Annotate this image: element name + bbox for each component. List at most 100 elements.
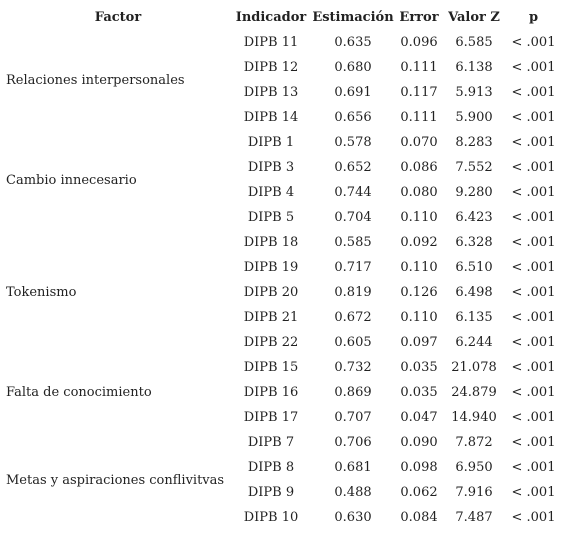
table-row: Metas y aspiraciones conflivitvas DIPB 7 0…	[4, 430, 561, 488]
header-p: p	[528, 10, 539, 25]
estimacion-cell: 0.706	[334, 435, 372, 450]
table-row: Tokenismo DIPB 18 0.585 0.092 6.328 < .001	[4, 230, 561, 300]
error-cell: 0.080	[400, 185, 438, 200]
error-cell: 0.117	[400, 85, 438, 100]
estimacion-cell: 0.732	[334, 360, 372, 375]
indicador-cell: DIPB 10	[243, 510, 299, 525]
valor-z-cell: 24.879	[451, 385, 497, 400]
indicador-cell: DIPB 16	[243, 385, 299, 400]
header-error: Error	[399, 10, 439, 25]
table-row: DIPB 19 0.717 0.110 6.510 < .001	[4, 255, 561, 280]
loadings-table: Factor Indicador Estimación Error Valor …	[4, 5, 561, 530]
indicador-cell: DIPB 13	[243, 85, 299, 100]
table-row: DIPB 3 0.652 0.086 7.552 < .001	[4, 155, 561, 180]
indicador-cell: DIPB 7	[247, 435, 295, 450]
p-cell: < .001	[511, 110, 556, 125]
header-indicador: Indicador	[235, 10, 307, 25]
estimacion-cell: 0.680	[334, 60, 372, 75]
error-cell: 0.111	[400, 60, 438, 75]
valor-z-cell: 6.244	[455, 335, 493, 350]
indicador-cell: DIPB 19	[243, 260, 299, 275]
error-cell: 0.110	[400, 310, 438, 325]
valor-z-cell: 21.078	[451, 360, 497, 375]
valor-z-cell: 9.280	[455, 185, 493, 200]
error-cell: 0.084	[400, 510, 438, 525]
table-row: DIPB 10 0.630 0.084 7.487 < .001	[4, 505, 561, 530]
table-row: DIPB 12 0.680 0.111 6.138 < .001	[4, 55, 561, 80]
p-cell: < .001	[511, 285, 556, 300]
table-body: Relaciones interpersonales DIPB 11 0.635 0.…	[4, 30, 561, 530]
error-cell: 0.096	[400, 35, 438, 50]
valor-z-cell: 7.916	[455, 485, 493, 500]
factor-cell: Tokenismo	[6, 285, 77, 300]
p-cell: < .001	[511, 35, 556, 50]
table-row: DIPB 4 0.744 0.080 9.280 < .001	[4, 180, 561, 205]
indicador-cell: DIPB 3	[247, 160, 295, 175]
p-cell: < .001	[511, 310, 556, 325]
estimacion-cell: 0.635	[334, 35, 372, 50]
table-row: DIPB 14 0.656 0.111 5.900 < .001	[4, 105, 561, 130]
table-row: DIPB 8 0.681 0.098 6.950 < .001	[4, 455, 561, 480]
indicador-cell: DIPB 15	[243, 360, 299, 375]
estimacion-cell: 0.691	[334, 85, 372, 100]
valor-z-cell: 7.487	[455, 510, 493, 525]
valor-z-cell: 6.135	[455, 310, 493, 325]
table-row: DIPB 17 0.707 0.047 14.940 < .001	[4, 405, 561, 430]
error-cell: 0.086	[400, 160, 438, 175]
indicador-cell: DIPB 17	[243, 410, 299, 425]
factor-cell: Falta de conocimiento	[6, 385, 152, 400]
error-cell: 0.070	[400, 135, 438, 150]
valor-z-cell: 5.913	[455, 85, 493, 100]
table-row: DIPB 21 0.672 0.110 6.135 < .001	[4, 305, 561, 330]
table-row: DIPB 22 0.605 0.097 6.244 < .001	[4, 330, 561, 355]
indicador-cell: DIPB 9	[247, 485, 295, 500]
indicador-cell: DIPB 5	[247, 210, 295, 225]
estimacion-cell: 0.656	[334, 110, 372, 125]
estimacion-cell: 0.578	[334, 135, 372, 150]
table-row: DIPB 5 0.704 0.110 6.423 < .001	[4, 205, 561, 230]
error-cell: 0.092	[400, 235, 438, 250]
indicador-cell: DIPB 1	[247, 135, 295, 150]
valor-z-cell: 6.138	[455, 60, 493, 75]
valor-z-cell: 5.900	[455, 110, 493, 125]
p-cell: < .001	[511, 335, 556, 350]
valor-z-cell: 7.872	[455, 435, 493, 450]
valor-z-cell: 6.585	[455, 35, 493, 50]
table-row: Falta de conocimiento DIPB 15 0.732 0.035 21…	[4, 355, 561, 400]
valor-z-cell: 7.552	[455, 160, 493, 175]
table-row: DIPB 20 0.819 0.126 6.498 < .001	[4, 280, 561, 305]
header-estimacion: Estimación	[312, 10, 394, 25]
estimacion-cell: 0.585	[334, 235, 372, 250]
error-cell: 0.126	[400, 285, 438, 300]
valor-z-cell: 6.510	[455, 260, 493, 275]
indicador-cell: DIPB 20	[243, 285, 299, 300]
estimacion-cell: 0.717	[334, 260, 372, 275]
error-cell: 0.062	[400, 485, 438, 500]
indicador-cell: DIPB 8	[247, 460, 295, 475]
table-header: Factor Indicador Estimación Error Valor …	[4, 5, 561, 30]
p-cell: < .001	[511, 385, 556, 400]
estimacion-cell: 0.744	[334, 185, 372, 200]
p-cell: < .001	[511, 210, 556, 225]
estimacion-cell: 0.704	[334, 210, 372, 225]
estimacion-cell: 0.681	[334, 460, 372, 475]
table-row: Cambio innecesario DIPB 1 0.578 0.070 8.283 <…	[4, 130, 561, 188]
estimacion-cell: 0.652	[334, 160, 372, 175]
p-cell: < .001	[511, 60, 556, 75]
estimacion-cell: 0.707	[334, 410, 372, 425]
indicador-cell: DIPB 4	[247, 185, 295, 200]
estimacion-cell: 0.672	[334, 310, 372, 325]
header-valor-z: Valor Z	[448, 10, 500, 25]
valor-z-cell: 14.940	[451, 410, 497, 425]
p-cell: < .001	[511, 160, 556, 175]
indicador-cell: DIPB 11	[243, 35, 299, 50]
p-cell: < .001	[511, 510, 556, 525]
error-cell: 0.110	[400, 210, 438, 225]
estimacion-cell: 0.869	[334, 385, 372, 400]
table-row: DIPB 9 0.488 0.062 7.916 < .001	[4, 480, 561, 505]
p-cell: < .001	[511, 435, 556, 450]
error-cell: 0.047	[400, 410, 438, 425]
header-factor: Factor	[94, 10, 142, 25]
p-cell: < .001	[511, 235, 556, 250]
estimacion-cell: 0.819	[334, 285, 372, 300]
